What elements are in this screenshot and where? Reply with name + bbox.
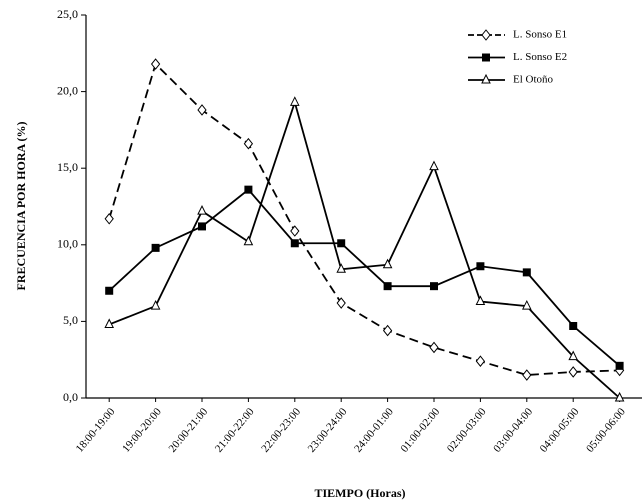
data-point	[197, 204, 207, 215]
data-point	[150, 58, 161, 70]
series-line	[108, 62, 620, 376]
data-point	[429, 341, 439, 354]
legend-label: El Otoño	[513, 74, 554, 86]
y-tick-label: 15,0	[57, 160, 78, 174]
data-point	[522, 369, 532, 381]
data-point	[475, 295, 486, 305]
data-point	[104, 318, 115, 328]
data-point	[290, 239, 299, 248]
data-point	[522, 268, 531, 277]
data-point	[521, 299, 532, 310]
data-point	[290, 225, 300, 237]
data-point	[105, 286, 114, 295]
y-tick-label: 20,0	[57, 83, 78, 97]
y-tick-label: 0,0	[63, 390, 78, 404]
data-point	[243, 137, 254, 150]
data-point	[569, 321, 578, 330]
legend-label: L. Sonso E1	[513, 29, 567, 41]
data-point	[150, 299, 161, 310]
data-point	[382, 258, 393, 269]
legend-marker	[481, 73, 491, 84]
series-line	[108, 99, 621, 399]
data-point	[337, 239, 346, 248]
data-point	[289, 96, 300, 106]
y-axis-title: FRECUENCIA POR HORA (%)	[14, 121, 28, 290]
legend-marker	[482, 53, 490, 62]
x-tick-label: 22:00-23:00	[259, 405, 303, 454]
data-point	[198, 222, 206, 231]
data-point	[336, 297, 346, 309]
y-tick-label: 5,0	[63, 313, 78, 327]
data-point	[336, 263, 347, 273]
legend-marker	[481, 29, 491, 41]
data-point	[475, 355, 486, 368]
x-tick-label: 24:00-01:00	[352, 405, 396, 454]
x-tick-label: 03:00-04:00	[491, 405, 535, 454]
data-point	[151, 243, 160, 252]
data-point	[243, 235, 254, 246]
data-point	[244, 185, 253, 194]
x-tick-label: 04:00-05:00	[538, 405, 582, 454]
x-tick-label: 05:00-06:00	[584, 405, 628, 454]
x-tick-label: 21:00-22:00	[213, 405, 257, 454]
y-tick-label: 25,0	[57, 7, 78, 21]
y-tick-label: 10,0	[57, 237, 78, 251]
data-point	[430, 282, 438, 291]
x-tick-label: 19:00-20:00	[120, 405, 164, 454]
x-axis-title: TIEMPO (Horas)	[315, 486, 406, 500]
data-point	[429, 160, 439, 171]
x-tick-label: 23:00-24:00	[306, 405, 350, 454]
x-tick-label: 02:00-03:00	[445, 405, 489, 454]
data-point	[568, 366, 578, 378]
data-point	[615, 361, 624, 370]
x-tick-label: 01:00-02:00	[398, 405, 442, 454]
data-point	[382, 324, 393, 337]
data-point	[568, 350, 579, 361]
x-tick-label: 18:00-19:00	[74, 405, 118, 454]
data-point	[476, 262, 485, 271]
legend-label: L. Sonso E2	[513, 51, 567, 63]
data-point	[104, 212, 114, 225]
data-point	[383, 282, 392, 291]
x-tick-label: 20:00-21:00	[166, 405, 210, 454]
data-point	[197, 104, 207, 116]
data-point	[614, 391, 625, 402]
series-line	[108, 188, 621, 367]
